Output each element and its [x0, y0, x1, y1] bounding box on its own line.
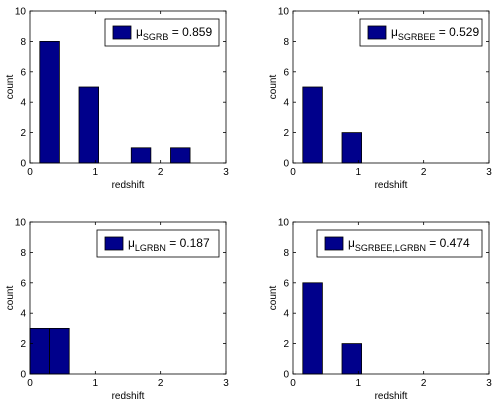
legend-subscript: SGRBEE: [398, 32, 436, 42]
x-tick-label: 2: [158, 167, 164, 178]
histogram-bar: [341, 132, 363, 164]
x-tick-label: 0: [27, 167, 33, 178]
legend-swatch: [112, 25, 132, 40]
x-tick-label: 3: [486, 378, 492, 389]
x-tick-label: 0: [27, 378, 33, 389]
y-tick-label: 2: [20, 339, 26, 350]
y-tick-label: 6: [20, 67, 26, 78]
y-axis-label: count: [268, 75, 279, 100]
y-tick-label: 8: [283, 37, 289, 48]
chart-panel-2: 0 1 2 3 0 2 4 6 8 10 redshift count μSGRBEE = 0.529: [268, 7, 492, 192]
chart-panel-4: 0 1 2 3 0 2 4 6 8 10 redshift count μSGRBEE,LGRBN = …: [268, 218, 492, 402]
y-tick-label: 0: [283, 159, 289, 170]
legend-subscript: SGRBEE,LGRBN: [355, 243, 426, 253]
legend-mu: μ: [348, 236, 355, 250]
y-tick-label: 4: [283, 309, 289, 320]
y-tick-label: 4: [20, 98, 26, 109]
chart-panel-1: 0 1 2 3 0 2 4 6 8 10 redshift count μSGRB = 0.859: [5, 7, 229, 192]
legend-label: μLGRBN = 0.187: [128, 236, 210, 253]
x-tick-label: 0: [290, 378, 296, 389]
histogram-bar: [302, 86, 323, 164]
legend-label: μSGRBEE,LGRBN = 0.474: [348, 236, 470, 253]
y-tick-label: 6: [283, 278, 289, 289]
x-tick-label: 3: [223, 167, 229, 178]
x-tick-label: 1: [93, 378, 99, 389]
histogram-bar: [170, 147, 191, 164]
x-axis-label: redshift: [375, 391, 408, 402]
histogram-bar: [39, 41, 60, 164]
axes-box: [292, 10, 490, 164]
x-tick-label: 2: [158, 378, 164, 389]
y-tick-label: 10: [278, 7, 290, 18]
legend-swatch: [367, 25, 387, 40]
legend-swatch: [104, 236, 124, 251]
histogram-bar: [302, 282, 323, 375]
x-tick-label: 3: [223, 378, 229, 389]
histogram-bar: [29, 327, 51, 375]
y-axis-label: count: [268, 286, 279, 311]
chart-panel-3: 0 1 2 3 0 2 4 6 8 10 redshift count μLGRBN = 0.187: [5, 218, 229, 402]
legend-value: = 0.859: [168, 25, 212, 39]
histogram-bar: [130, 147, 152, 164]
axes-box: [292, 221, 490, 375]
axes-box: [29, 221, 227, 375]
legend-mu: μ: [128, 236, 135, 250]
y-tick-label: 2: [283, 128, 289, 139]
histogram-bar: [341, 343, 363, 375]
y-tick-label: 6: [20, 278, 26, 289]
legend-mu: μ: [391, 25, 398, 39]
x-axis-label: redshift: [112, 180, 145, 191]
x-tick-label: 2: [421, 378, 427, 389]
legend-value: = 0.187: [166, 236, 210, 250]
x-tick-label: 1: [93, 167, 99, 178]
x-tick-label: 1: [356, 378, 362, 389]
legend-label: μSGRBEE = 0.529: [391, 25, 479, 42]
axes-box: [29, 10, 227, 164]
x-axis-label: redshift: [375, 180, 408, 191]
legend-mu: μ: [136, 25, 143, 39]
legend-swatch: [324, 236, 344, 251]
y-tick-label: 2: [20, 128, 26, 139]
y-tick-label: 6: [283, 67, 289, 78]
y-tick-label: 8: [283, 248, 289, 259]
legend-label: μSGRB = 0.859: [136, 25, 212, 42]
histogram-bar: [49, 327, 70, 375]
y-tick-label: 10: [278, 218, 290, 229]
x-tick-label: 0: [290, 167, 296, 178]
legend-value: = 0.474: [426, 236, 470, 250]
x-tick-label: 2: [421, 167, 427, 178]
y-tick-label: 10: [15, 218, 27, 229]
y-axis-label: count: [5, 286, 16, 311]
y-tick-label: 0: [20, 370, 26, 381]
legend-subscript: SGRB: [143, 32, 169, 42]
y-tick-label: 2: [283, 339, 289, 350]
x-axis-label: redshift: [112, 391, 145, 402]
y-tick-label: 8: [20, 37, 26, 48]
y-tick-label: 0: [20, 159, 26, 170]
legend-subscript: LGRBN: [135, 243, 166, 253]
histogram-bar: [78, 86, 100, 164]
legend-value: = 0.529: [435, 25, 479, 39]
y-axis-label: count: [5, 75, 16, 100]
legend-box: [316, 229, 483, 258]
y-tick-label: 4: [283, 98, 289, 109]
x-tick-label: 3: [486, 167, 492, 178]
y-tick-label: 8: [20, 248, 26, 259]
y-tick-label: 0: [283, 370, 289, 381]
x-tick-label: 1: [356, 167, 362, 178]
y-tick-label: 10: [15, 7, 27, 18]
y-tick-label: 4: [20, 309, 26, 320]
